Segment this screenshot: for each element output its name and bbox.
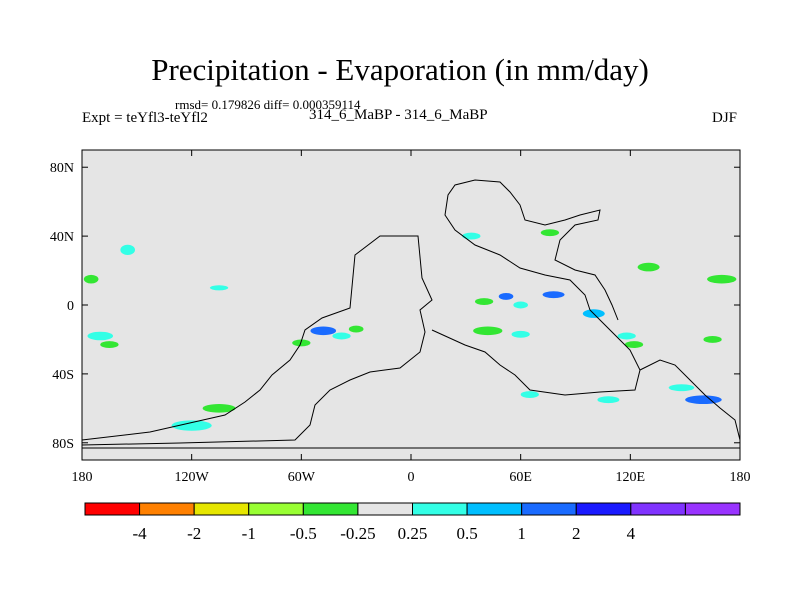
anomaly-patch bbox=[511, 330, 530, 338]
colorbar-swatch bbox=[466, 502, 523, 516]
y-tick-label: 0 bbox=[67, 299, 74, 314]
colorbar-label: 1 bbox=[517, 524, 526, 543]
colorbar-label: 0.25 bbox=[398, 524, 428, 543]
colorbar-swatch bbox=[139, 502, 195, 516]
anomaly-patch bbox=[474, 298, 494, 305]
x-tick-label: 60E bbox=[509, 470, 532, 485]
anomaly-patch bbox=[520, 391, 539, 398]
anomaly-patch bbox=[624, 341, 644, 349]
anomaly-patch bbox=[100, 341, 119, 349]
x-tick-label: 0 bbox=[408, 470, 415, 485]
x-tick-label: 120E bbox=[616, 470, 646, 485]
anomaly-patch bbox=[498, 292, 514, 300]
colorbar-swatch bbox=[193, 502, 250, 516]
x-tick-label: 180 bbox=[730, 470, 751, 485]
anomaly-patch bbox=[120, 244, 136, 256]
anomaly-patch bbox=[292, 339, 311, 347]
colorbar-swatch bbox=[575, 502, 632, 516]
x-tick-label: 60W bbox=[288, 470, 316, 485]
colorbar-swatch bbox=[302, 502, 359, 516]
center-label: 314_6_MaBP - 314_6_MaBP bbox=[309, 107, 488, 123]
anomaly-patch bbox=[462, 232, 481, 240]
anomaly-patch bbox=[542, 291, 565, 299]
anomaly-patch bbox=[83, 274, 99, 284]
anomaly-patch bbox=[513, 301, 528, 309]
coastline-africa-eurasia bbox=[431, 179, 641, 396]
anomaly-patch bbox=[685, 395, 722, 405]
colorbar-swatch bbox=[84, 502, 141, 516]
anomaly-patch bbox=[637, 262, 660, 272]
colorbar-label: -4 bbox=[132, 524, 147, 543]
anomaly-patch bbox=[87, 331, 114, 341]
y-tick-label: 80S bbox=[52, 437, 74, 452]
coastline-antarctica-arc bbox=[639, 359, 741, 441]
anomaly-patch bbox=[540, 229, 560, 237]
colorbar-label: 2 bbox=[572, 524, 581, 543]
anomaly-patch bbox=[617, 332, 636, 340]
y-tick-label: 40S bbox=[52, 368, 74, 383]
y-tick-label: 40N bbox=[50, 230, 74, 245]
anomaly-patch bbox=[668, 384, 695, 392]
colorbar-swatch bbox=[521, 502, 577, 516]
anomaly-patch bbox=[473, 326, 503, 336]
colorbar-label: -0.5 bbox=[290, 524, 317, 543]
anomaly-patch bbox=[202, 404, 236, 413]
anomaly-patch bbox=[171, 420, 212, 431]
colorbar-label: -2 bbox=[187, 524, 201, 543]
y-tick-label: 80N bbox=[50, 161, 74, 176]
x-tick-label: 180 bbox=[72, 470, 93, 485]
plot-background bbox=[82, 150, 740, 460]
colorbar-label: 4 bbox=[627, 524, 636, 543]
colorbar-swatch bbox=[630, 502, 686, 516]
experiment-label: Expt = teYfl3-teYfl2 bbox=[82, 110, 208, 126]
colorbar-label: -0.25 bbox=[340, 524, 375, 543]
chart-title: Precipitation - Evaporation (in mm/day) bbox=[151, 52, 649, 87]
anomaly-patch bbox=[707, 274, 737, 284]
anomaly-patch bbox=[597, 396, 620, 404]
anomaly-patch bbox=[209, 285, 229, 291]
season-label: DJF bbox=[712, 110, 738, 126]
colorbar-label: -1 bbox=[242, 524, 256, 543]
colorbar-swatch bbox=[684, 502, 741, 516]
stats-text: rmsd= 0.179826 diff= 0.000359114 bbox=[175, 97, 361, 112]
anomaly-patch bbox=[703, 336, 722, 343]
x-tick-label: 120W bbox=[175, 470, 210, 485]
anomaly-patch bbox=[332, 332, 351, 340]
colorbar-swatch bbox=[412, 502, 468, 516]
colorbar-swatch bbox=[248, 502, 304, 516]
colorbar-label: 0.5 bbox=[456, 524, 477, 543]
coastline-americas bbox=[81, 235, 433, 446]
anomaly-patch bbox=[310, 326, 337, 336]
colorbar-swatch bbox=[357, 502, 413, 516]
anomaly-patch bbox=[348, 325, 364, 333]
